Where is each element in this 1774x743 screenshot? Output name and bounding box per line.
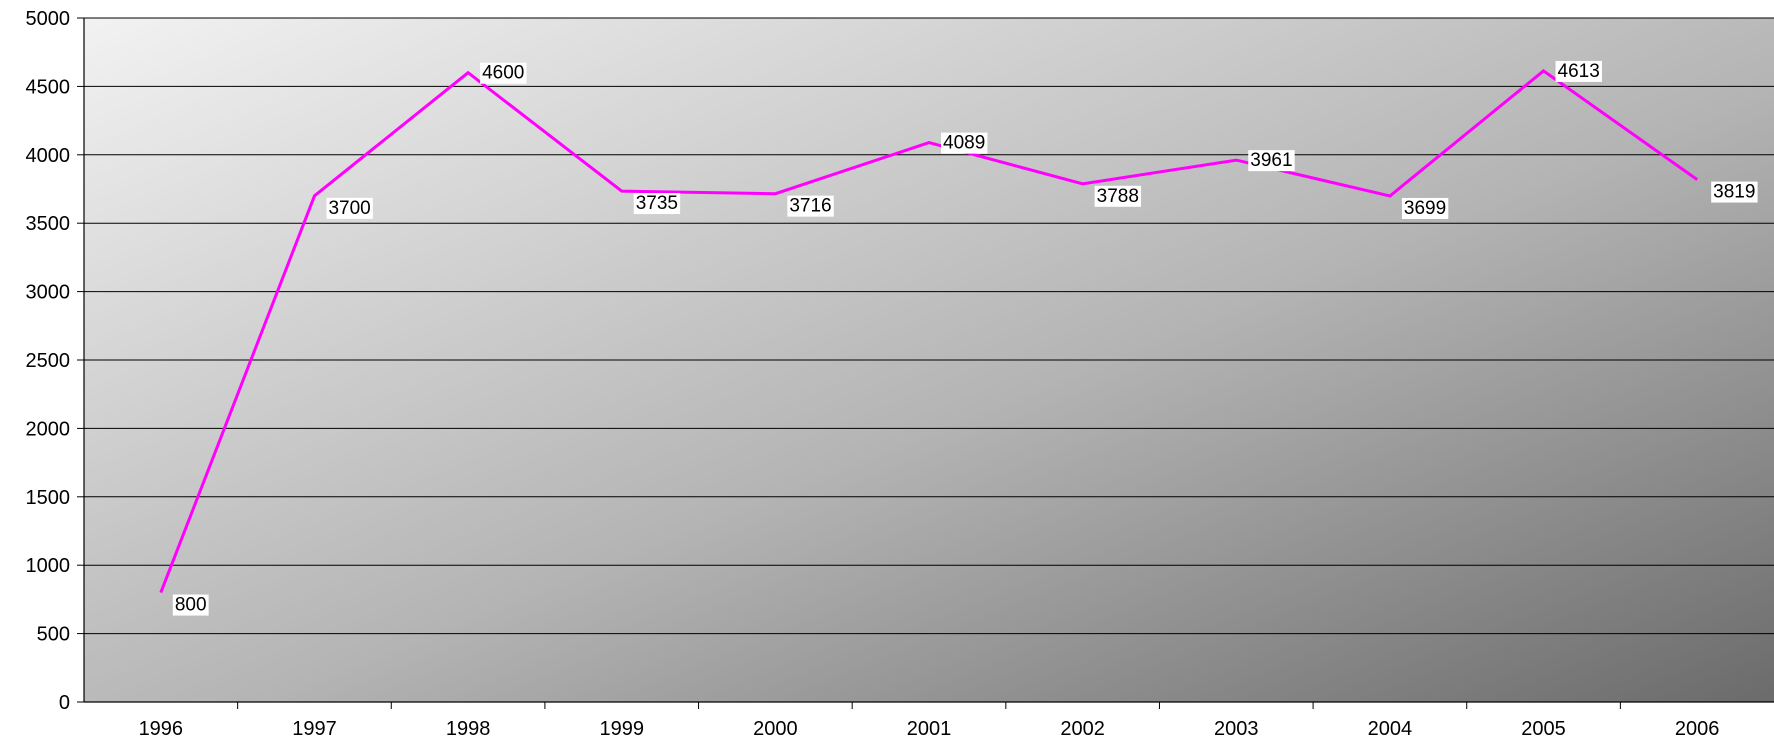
data-label-1998: 4600 [482,63,524,84]
y-tick-label-4500: 4500 [26,76,71,98]
y-tick-label-0: 0 [59,692,70,714]
x-tick-label-1999: 1999 [599,718,644,740]
y-tick-label-500: 500 [37,624,70,646]
data-label-2000: 3716 [789,196,831,217]
x-axis-ticks [237,702,1621,709]
data-label-bg-2001 [941,132,988,154]
data-label-bg-1999 [633,193,681,215]
data-label-2003: 3961 [1250,150,1292,171]
data-label-2006: 3819 [1713,182,1755,203]
data-label-bg-2002 [1094,185,1142,207]
data-labels: 800 3700 4600 3735 3716 4089 3788 3961 3699 4613 3… [172,60,1758,616]
y-tick-label-2500: 2500 [26,350,71,372]
x-tick-label-2004: 2004 [1368,718,1413,740]
x-tick-label-2005: 2005 [1521,718,1566,740]
data-label-bg-1998 [480,62,527,84]
data-label-bg-2000 [787,195,834,217]
y-tick-label-3000: 3000 [26,282,71,304]
data-label-bg-2004 [1401,197,1449,219]
y-tick-label-1000: 1000 [26,555,71,577]
x-tick-label-1997: 1997 [292,718,337,740]
data-label-1996: 800 [175,595,207,616]
data-label-2004: 3699 [1404,198,1446,219]
x-tick-label-2002: 2002 [1060,718,1105,740]
data-label-bg-1996 [172,594,209,616]
axes [77,17,1774,703]
x-tick-label-2006: 2006 [1675,718,1720,740]
y-tick-label-3500: 3500 [26,213,71,235]
data-label-2005: 4613 [1558,61,1600,82]
series-line-1 [159,69,1699,594]
y-tick-label-5000: 5000 [26,8,71,30]
data-label-bg-2003 [1248,150,1295,172]
y-tick-label-2000: 2000 [26,418,71,440]
x-tick-label-2001: 2001 [907,718,952,740]
x-tick-label-2000: 2000 [753,718,798,740]
y-tick-label-1500: 1500 [26,487,71,509]
y-tick-label-4000: 4000 [26,145,71,167]
data-label-1997: 3700 [328,198,370,219]
series-lines [159,69,1699,594]
x-axis-tick-labels: 1996 1997 1998 1999 2000 2001 2002 2003 2004 2005… [139,718,1720,740]
x-tick-label-2003: 2003 [1214,718,1259,740]
data-label-bg-2006 [1711,181,1758,203]
x-tick-label-1998: 1998 [446,718,491,740]
y-axis-tick-labels: 0 500 1000 1500 2000 2500 3000 3500 4000 4500 5000 [26,8,71,714]
data-label-2002: 3788 [1097,186,1139,207]
data-label-bg-1997 [326,197,373,219]
x-tick-label-1996: 1996 [139,718,184,740]
data-label-1999: 3735 [636,193,678,214]
data-label-2001: 4089 [943,133,985,154]
data-label-bg-2005 [1555,60,1602,82]
